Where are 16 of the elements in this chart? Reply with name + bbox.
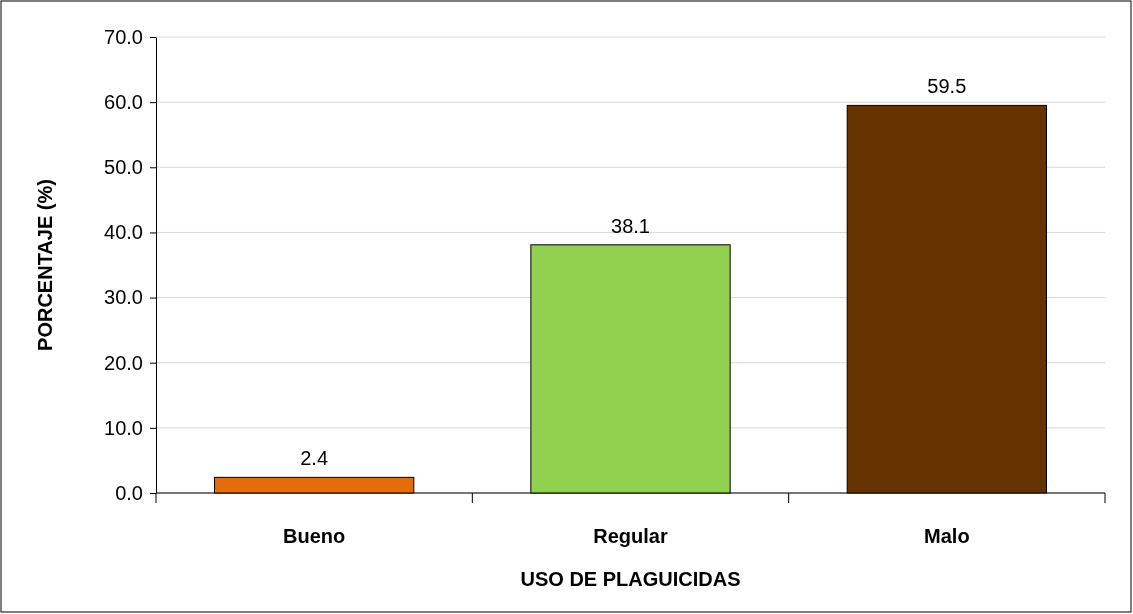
y-tick-label: 40.0 xyxy=(104,221,143,244)
y-tick-label: 30.0 xyxy=(104,286,143,309)
data-label: 2.4 xyxy=(300,447,329,470)
x-tick-label: Malo xyxy=(924,525,970,547)
x-tick-label: Regular xyxy=(593,525,668,547)
y-tick-label: 0.0 xyxy=(115,481,143,504)
x-tick-label: Bueno xyxy=(283,525,346,547)
y-tick-label: 50.0 xyxy=(104,156,143,179)
y-tick-label: 60.0 xyxy=(104,91,143,114)
data-label: 59.5 xyxy=(927,75,967,98)
y-tick-label: 20.0 xyxy=(104,351,143,374)
y-tick-label: 10.0 xyxy=(104,416,143,439)
y-axis-title: PORCENTAJE (%) xyxy=(34,179,56,351)
data-label: 38.1 xyxy=(611,214,650,237)
y-tick-label: 70.0 xyxy=(104,25,143,48)
x-axis-title: USO DE PLAGUICIDAS xyxy=(520,568,741,590)
